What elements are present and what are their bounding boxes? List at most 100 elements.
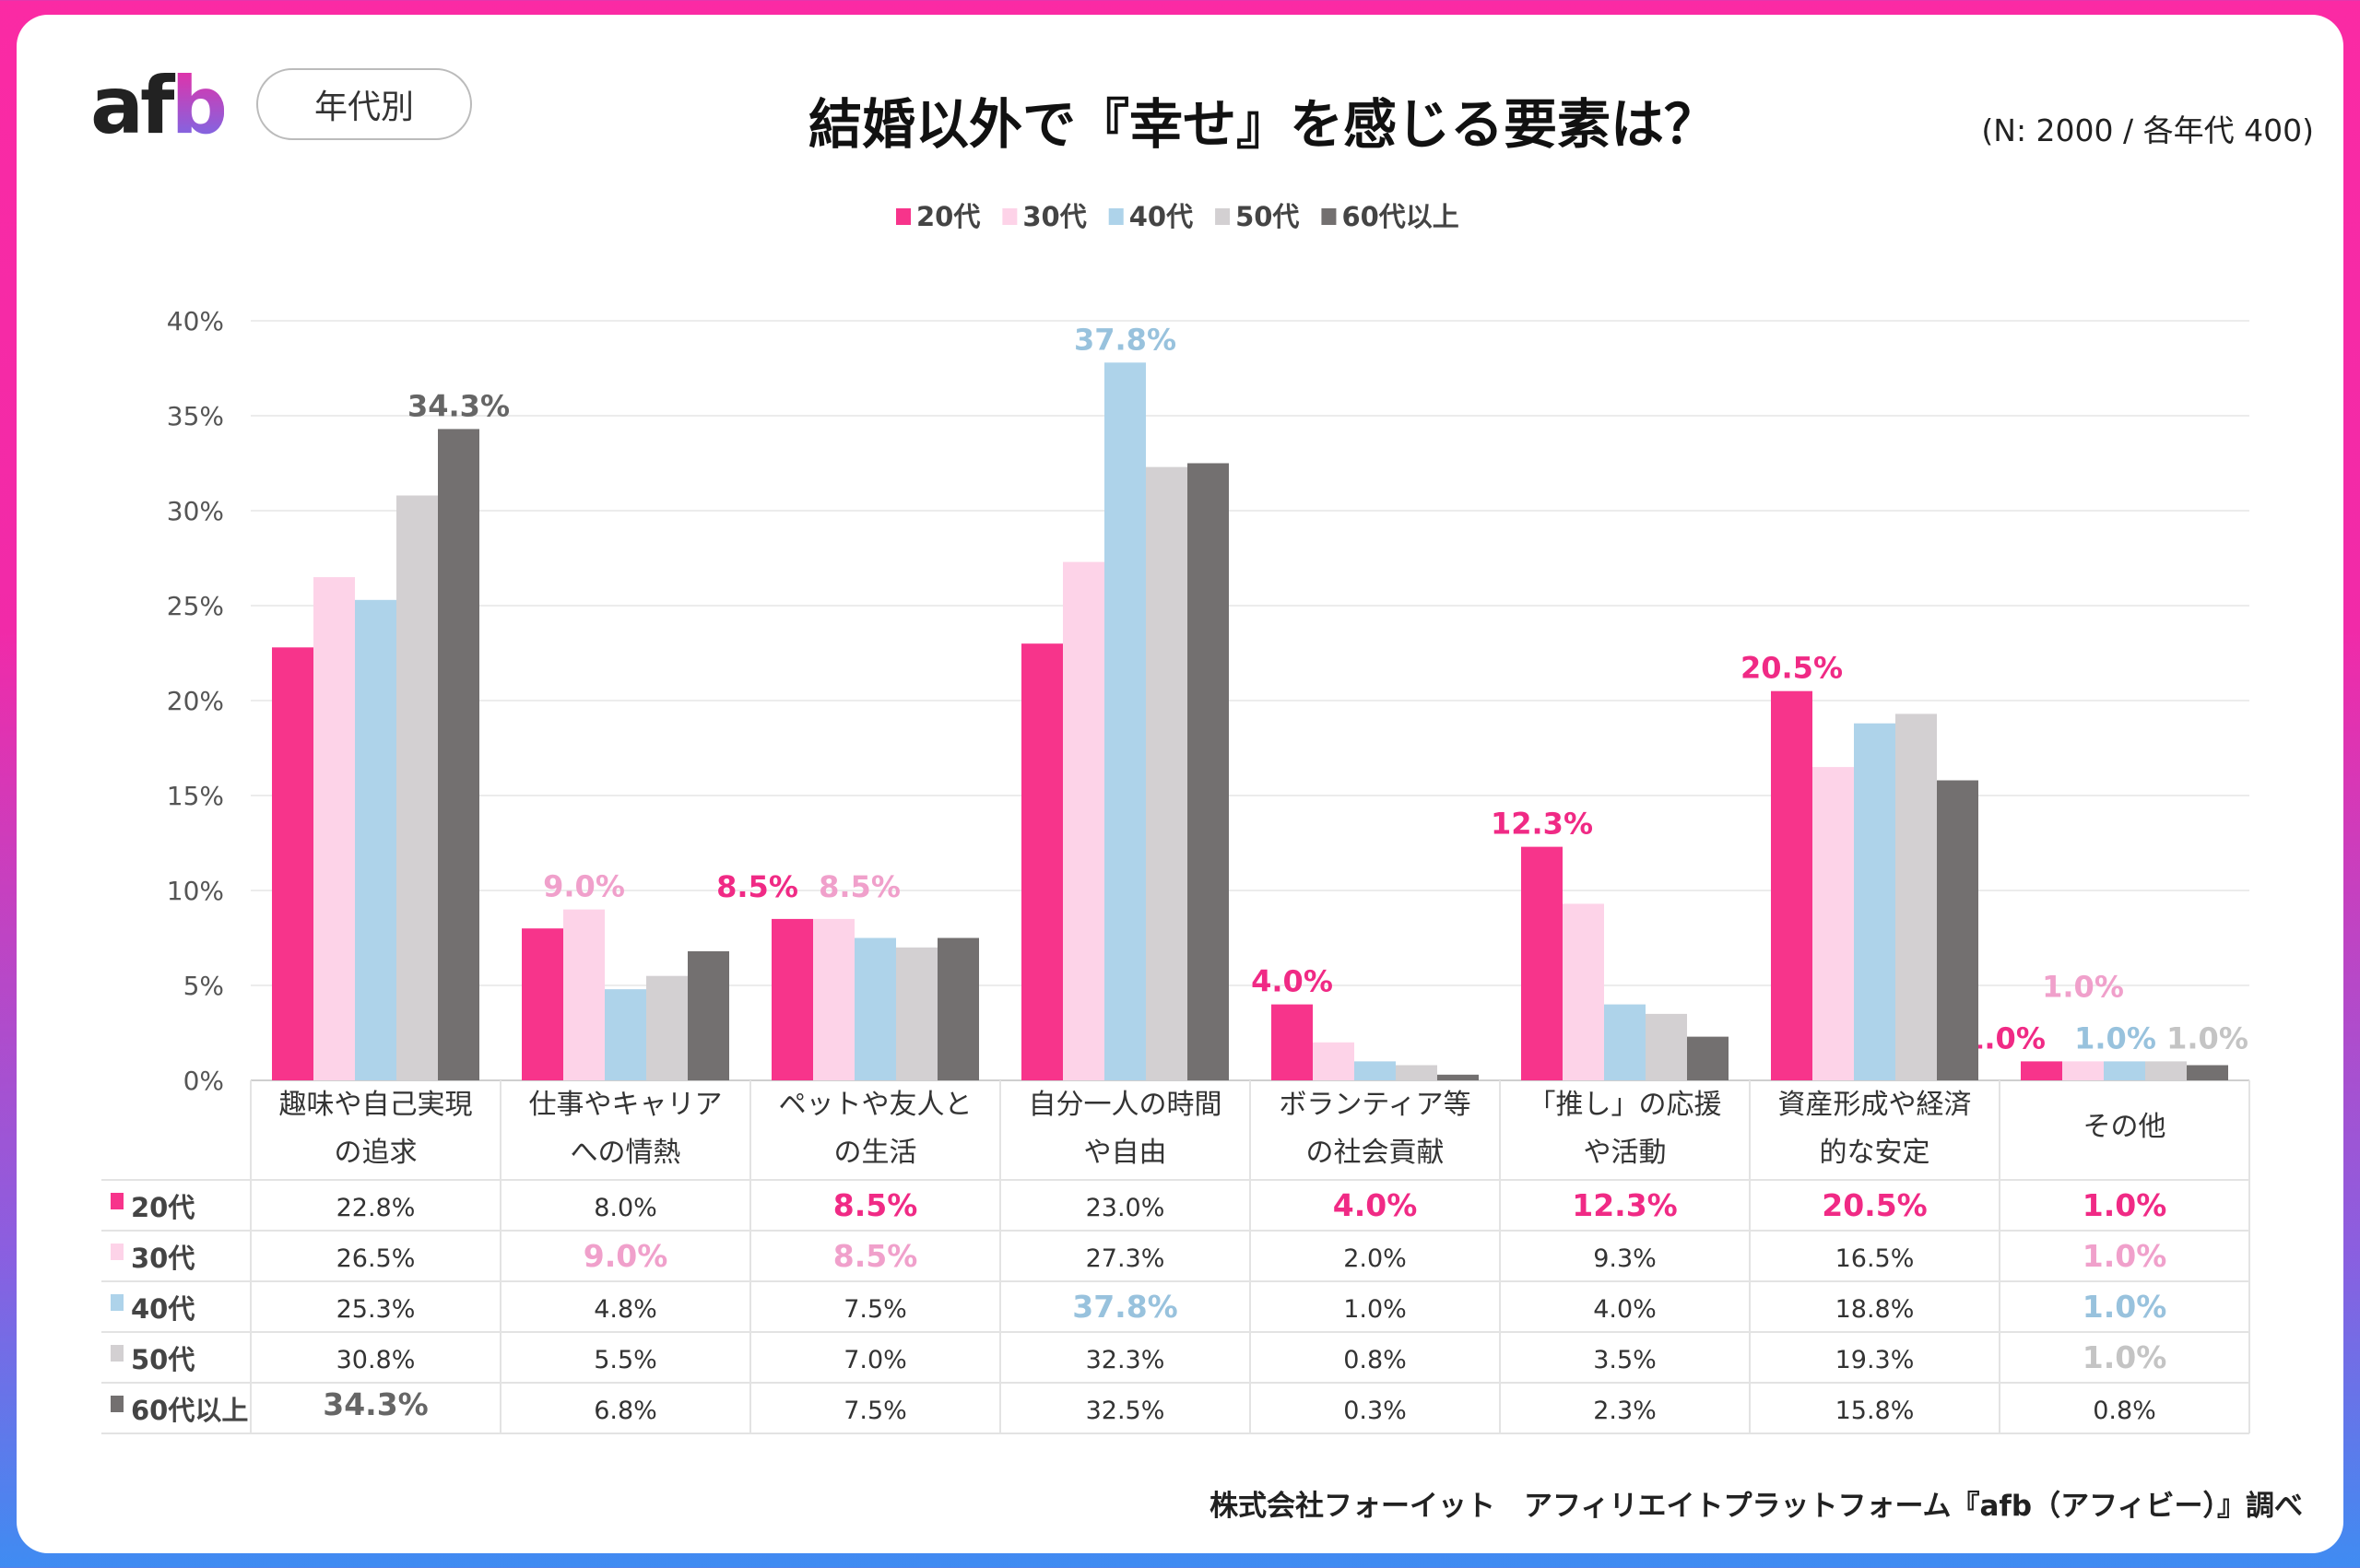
table-cell: 7.5% [844,1397,907,1425]
legend-swatch [1321,208,1337,225]
legend-entry: 20代 [916,201,980,232]
bar [938,937,979,1080]
table-cell: 5.5% [594,1346,657,1374]
table-cell: 20.5% [1822,1187,1928,1223]
bar [1771,690,1812,1080]
table-cell: 8.5% [833,1187,918,1223]
legend-entry: 60代以上 [1341,201,1458,232]
chart-title: 結婚以外で『幸せ』を感じる要素は？ [808,93,1717,156]
table-legend-swatch [111,1345,124,1362]
table-cell: 4.8% [594,1295,657,1324]
bar [1271,1004,1313,1080]
data-label: 1.0% [2042,969,2124,1004]
bar [1812,767,1854,1080]
table-cell: 19.3% [1835,1346,1915,1374]
category-label: 仕事やキャリア [529,1089,723,1121]
bar [1396,1065,1437,1080]
sample-size-note: (N: 2000 / 各年代 400) [1981,112,2314,148]
table-legend-swatch [111,1294,124,1311]
bar [1146,466,1187,1080]
table-cell: 32.3% [1086,1346,1165,1374]
bar [1895,713,1937,1080]
category-label: や自由 [1084,1137,1167,1169]
data-label: 8.5% [819,869,901,904]
legend-swatch [896,208,911,225]
category-label: や活動 [1584,1137,1667,1169]
bar [1104,362,1146,1080]
y-tick-label: 15% [167,781,224,811]
category-label: の追求 [335,1137,418,1169]
bar [772,918,813,1080]
table-cell: 1.0% [2083,1339,2167,1375]
data-label: 9.0% [543,869,625,904]
table-legend-swatch [111,1396,124,1412]
data-label: 34.3% [407,388,510,423]
bar [2104,1061,2145,1080]
table-cell: 1.0% [2083,1187,2167,1223]
table-cell: 9.3% [1593,1244,1657,1273]
table-row-label: 60代以上 [131,1395,248,1426]
bar [1604,1004,1646,1080]
bar [1646,1013,1687,1080]
table-cell: 12.3% [1572,1187,1678,1223]
table-cell: 30.8% [336,1346,416,1374]
bar [1187,463,1229,1080]
data-label: 37.8% [1074,322,1176,357]
category-label: ペットや友人と [779,1089,973,1121]
y-tick-label: 5% [183,971,224,1001]
table-cell: 4.0% [1593,1295,1657,1324]
table-row-label: 50代 [131,1344,195,1375]
table-cell: 2.3% [1593,1397,1657,1425]
table-cell: 16.5% [1835,1244,1915,1273]
category-label: の社会貢献 [1306,1137,1445,1169]
table-cell: 3.5% [1593,1346,1657,1374]
table-cell: 6.8% [594,1397,657,1425]
table-legend-swatch [111,1244,124,1260]
table-cell: 0.8% [2093,1397,2156,1425]
category-label: 的な安定 [1820,1137,1930,1169]
segment-badge: 年代別 [256,68,472,140]
bar [2145,1061,2187,1080]
bar [1437,1074,1479,1080]
table-row-label: 20代 [131,1192,195,1223]
data-label: 8.5% [716,869,798,904]
table-row-label: 30代 [131,1243,195,1274]
y-tick-label: 30% [167,496,224,526]
bar [896,947,938,1080]
bar [272,647,313,1080]
category-label: その他 [2083,1111,2166,1143]
bar [1063,561,1104,1080]
data-label: 1.0% [2074,1020,2156,1055]
category-label: ボランティア等 [1279,1089,1470,1121]
category-label: への情熱 [571,1137,681,1169]
data-label: 4.0% [1251,964,1333,999]
legend-swatch [1108,208,1124,225]
category-label: 「推し」の応援 [1528,1089,1722,1121]
bar [646,975,688,1080]
table-cell: 8.0% [594,1194,657,1222]
data-label: 12.3% [1491,807,1593,842]
table-cell: 4.0% [1333,1187,1418,1223]
category-label: の生活 [834,1137,917,1169]
legend-entry: 40代 [1129,201,1193,232]
table-cell: 27.3% [1086,1244,1165,1273]
category-label: 自分一人の時間 [1029,1089,1222,1121]
bar [522,928,563,1080]
data-label: 1.0% [2166,1020,2248,1055]
table-cell: 32.5% [1086,1397,1165,1425]
category-label: 資産形成や経済 [1778,1089,1972,1121]
table-cell: 2.0% [1343,1244,1407,1273]
bar [688,950,729,1080]
table-cell: 7.0% [844,1346,907,1374]
table-cell: 23.0% [1086,1194,1165,1222]
data-label: 20.5% [1740,651,1843,686]
source-credit: 株式会社フォーイット アフィリエイトプラットフォーム『afb（アフィビー）』調べ [1210,1490,2303,1523]
bar [2187,1065,2228,1080]
bar [355,599,396,1080]
bar [1854,723,1895,1080]
legend-swatch [1002,208,1018,225]
legend-entry: 50代 [1235,201,1299,232]
y-tick-label: 35% [167,401,224,431]
table-cell: 1.0% [2083,1289,2167,1325]
